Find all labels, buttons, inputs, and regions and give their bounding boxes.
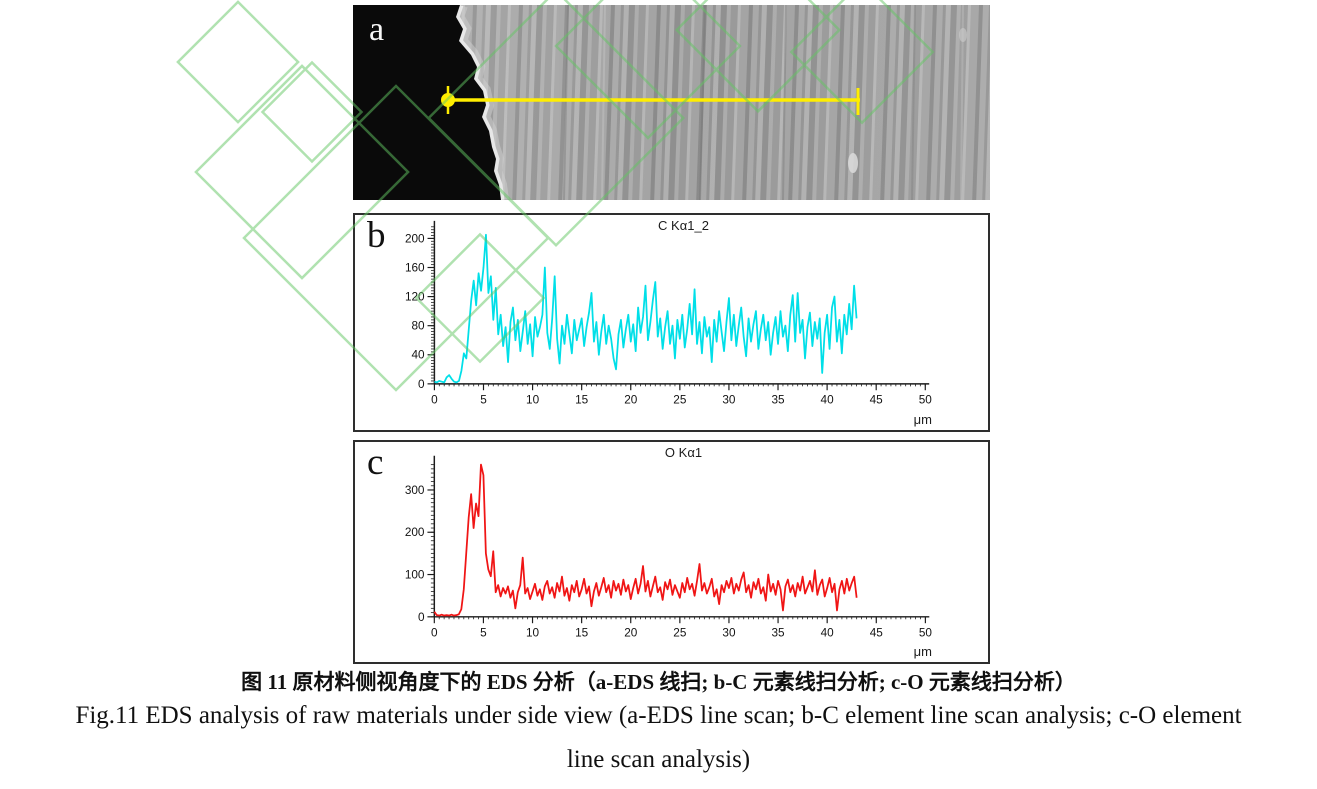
y-tick-label: 0 — [418, 611, 425, 624]
chart-c-title: O Kα1 — [664, 445, 703, 460]
panel-a-sem-image: a — [353, 5, 990, 200]
caption-english-line1: Fig.11 EDS analysis of raw materials und… — [75, 702, 1242, 729]
y-tick-label: 200 — [405, 232, 425, 245]
y-tick-label: 0 — [418, 378, 425, 391]
y-tick-label: 100 — [405, 568, 425, 581]
x-tick-label: 45 — [870, 626, 884, 639]
x-tick-label: 50 — [919, 393, 933, 406]
chart-c-series-line — [433, 463, 858, 617]
x-tick-label: 40 — [821, 393, 835, 406]
x-tick-label: 30 — [722, 626, 736, 639]
panel-c-oxygen-chart: 0 100 200 300 0 5 10 15 20 25 30 35 40 45 50 O Kα1 μm … — [353, 440, 990, 664]
sem-bright-spot — [848, 153, 858, 173]
minor-ticks — [430, 226, 926, 387]
x-tick-label: 0 — [431, 626, 438, 639]
x-tick-label: 45 — [870, 393, 884, 406]
x-tick-label: 0 — [431, 393, 438, 406]
panel-c-label: c — [367, 442, 384, 483]
panel-b-carbon-chart: 0 40 80 120 160 200 0 5 10 15 20 25 30 35 40 45 50 C Kα1… — [353, 213, 990, 432]
carbon-line-chart: 0 40 80 120 160 200 0 5 10 15 20 25 30 35 40 45 50 — [405, 220, 933, 406]
x-tick-label: 40 — [821, 626, 835, 639]
x-tick-label: 20 — [624, 393, 638, 406]
chart-b-series-line — [434, 233, 858, 384]
x-tick-label: 10 — [526, 626, 540, 639]
sem-image — [353, 5, 990, 200]
x-tick-label: 15 — [575, 626, 589, 639]
major-ticks — [427, 489, 926, 624]
x-tick-label: 5 — [480, 626, 487, 639]
oxygen-line-chart: 0 100 200 300 0 5 10 15 20 25 30 35 40 45 50 — [405, 455, 933, 640]
tick-labels: 0 100 200 300 0 5 10 15 20 25 30 35 40 45 50 — [405, 484, 933, 640]
x-tick-label: 50 — [919, 626, 933, 639]
x-tick-label: 20 — [624, 626, 638, 639]
y-tick-label: 300 — [405, 484, 425, 497]
chart-c-x-axis-unit: μm — [913, 644, 932, 659]
y-tick-label: 80 — [411, 320, 425, 333]
x-tick-label: 25 — [673, 393, 687, 406]
chart-b-title: C Kα1_2 — [658, 218, 709, 233]
x-tick-label: 35 — [771, 393, 785, 406]
caption-chinese: 图 11 原材料侧视角度下的 EDS 分析（a-EDS 线扫; b-C 元素线扫… — [241, 670, 1076, 694]
x-tick-label: 5 — [480, 393, 487, 406]
sem-bright-spot-small — [959, 28, 967, 42]
line-scan-start-dot — [441, 93, 455, 107]
x-tick-label: 10 — [526, 393, 540, 406]
x-tick-label: 15 — [575, 393, 589, 406]
axes — [433, 455, 930, 618]
minor-ticks — [430, 464, 926, 620]
x-tick-label: 30 — [722, 393, 736, 406]
x-tick-label: 35 — [772, 626, 786, 639]
panel-b-label: b — [367, 215, 386, 256]
y-tick-label: 40 — [411, 349, 425, 362]
y-tick-label: 160 — [405, 261, 425, 274]
y-tick-label: 120 — [405, 291, 425, 304]
y-tick-label: 200 — [405, 526, 425, 539]
panel-a-label: a — [369, 11, 385, 48]
x-tick-label: 25 — [673, 626, 687, 639]
caption-english-line2: line scan analysis) — [566, 746, 751, 773]
chart-b-x-axis-unit: μm — [913, 412, 932, 427]
